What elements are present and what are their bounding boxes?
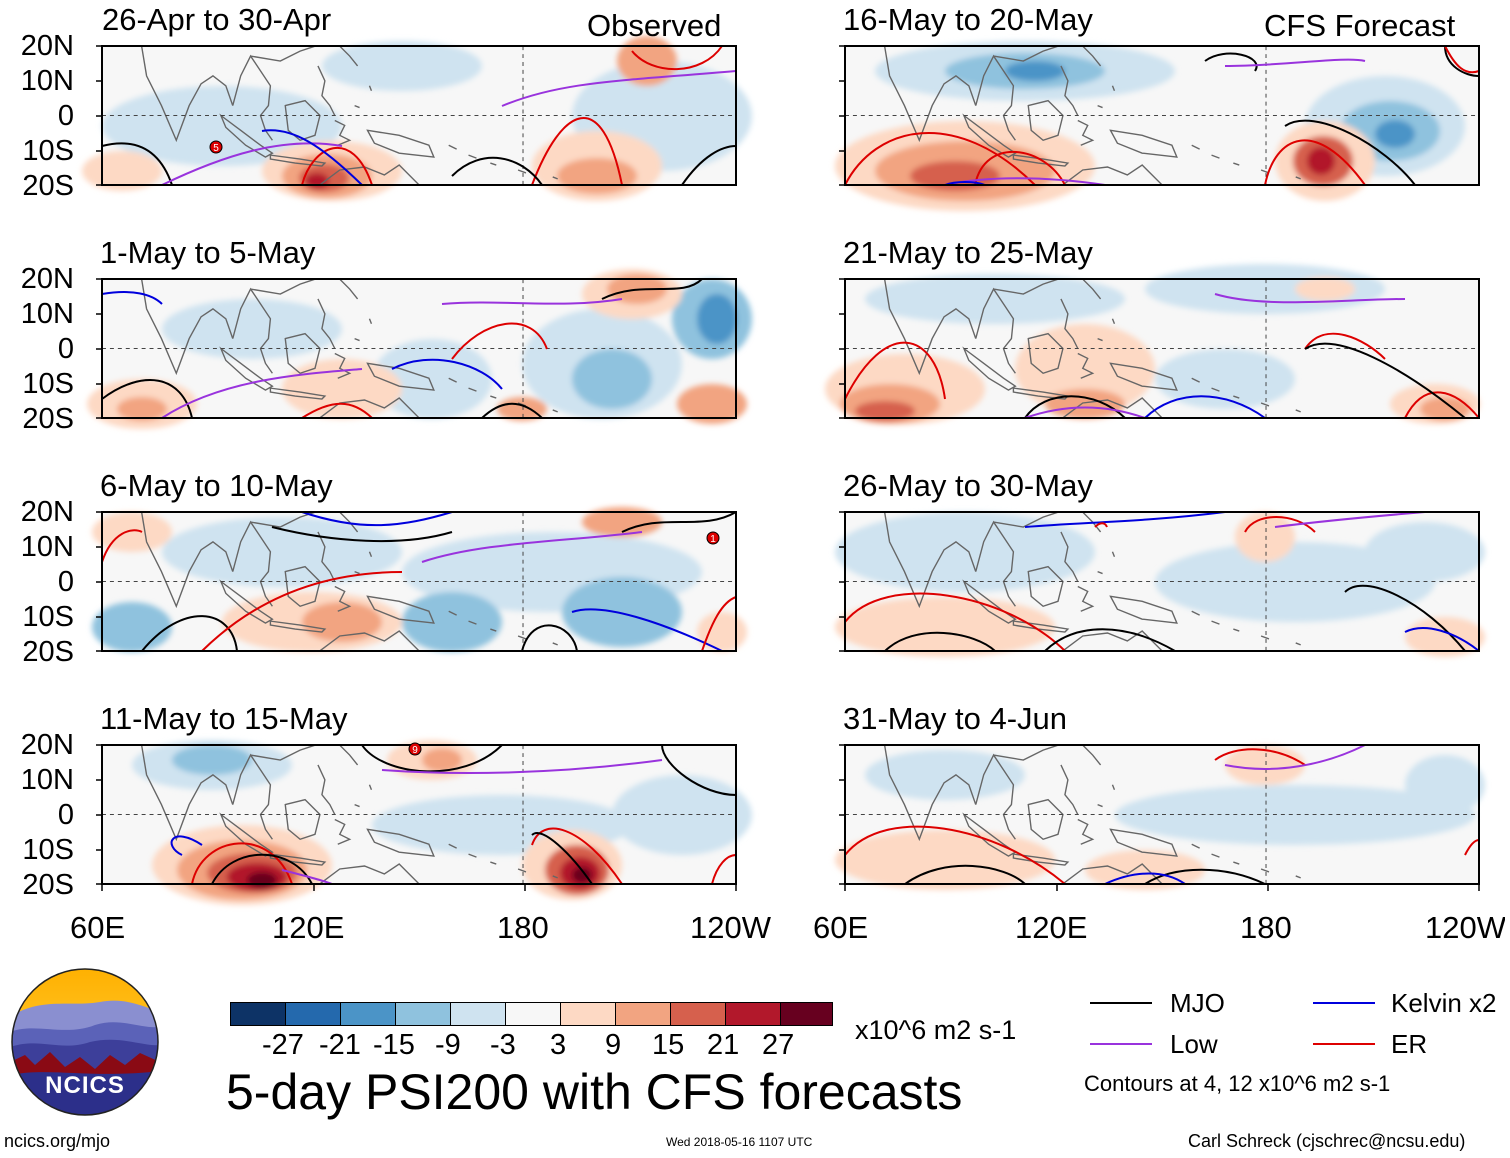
colorbar-tick-label: 21 (707, 1029, 740, 1061)
logo-text: NCICS (45, 1072, 125, 1099)
panel-observed-3 (92, 507, 747, 652)
colorbar-tick-label: -21 (319, 1029, 361, 1061)
panel-title-forecast-4: 31-May to 4-Jun (843, 701, 1067, 736)
colorbar-swatch-5 (450, 1002, 506, 1026)
lat-label: 20S (22, 869, 74, 901)
lon-label: 120E (1015, 910, 1088, 945)
colorbar-tick-label: -27 (262, 1029, 304, 1061)
svg-text:9: 9 (412, 745, 418, 756)
panel-title-forecast-2: 21-May to 25-May (843, 235, 1093, 270)
colorbar-tick-label: -3 (490, 1029, 516, 1061)
colorbar-tick-label: 9 (605, 1029, 622, 1061)
footer-timestamp: Wed 2018-05-16 1107 UTC (666, 1135, 813, 1149)
ncics-logo: NCICS (11, 968, 159, 1116)
lon-label: 120E (272, 910, 345, 945)
lat-label: 0 (57, 566, 74, 598)
lat-label: 10S (22, 834, 74, 866)
svg-text:5: 5 (213, 143, 219, 154)
colorbar-swatch-11 (780, 1002, 833, 1026)
lat-label: 20S (22, 403, 74, 435)
panel-title-observed-4: 11-May to 15-May (100, 701, 348, 736)
panel-observed-1 (82, 36, 752, 201)
lon-label: 180 (497, 910, 549, 945)
colorbar-tick-label: -15 (373, 1029, 415, 1061)
lat-label: 20N (20, 263, 74, 295)
lat-label: 10N (20, 65, 74, 97)
forecast-label: CFS Forecast (1264, 8, 1456, 43)
lat-label: 10N (20, 764, 74, 796)
lat-label: 20N (20, 496, 74, 528)
colorbar-swatch-6 (505, 1002, 561, 1026)
lon-label: 60E (70, 910, 126, 945)
panel-title-forecast-1: 16-May to 20-May (843, 2, 1093, 37)
lat-label: 20N (20, 729, 74, 761)
cyclone-marker-1: 5 (209, 140, 223, 154)
lon-label: 120W (690, 910, 771, 945)
contour-note: Contours at 4, 12 x10^6 m2 s-1 (1084, 1071, 1391, 1096)
colorbar-tick-label: 15 (652, 1029, 685, 1061)
colorbar-swatch-8 (615, 1002, 671, 1026)
colorbar-units: x10^6 m2 s-1 (855, 1015, 1017, 1045)
lon-label: 60E (813, 910, 869, 945)
legend-label-mjo: MJO (1170, 988, 1225, 1018)
colorbar-swatch-4 (395, 1002, 451, 1026)
footer-url: ncics.org/mjo (4, 1131, 111, 1151)
lat-label: 10N (20, 298, 74, 330)
panel-observed-4 (101, 740, 752, 905)
legend-line-low (1090, 1043, 1152, 1045)
legend-line-kelvin (1313, 1002, 1375, 1004)
panel-title-observed-1: 26-Apr to 30-Apr (102, 2, 332, 37)
figure-title: 5-day PSI200 with CFS forecasts (226, 1064, 963, 1120)
colorbar-tick-label: -9 (435, 1029, 461, 1061)
lat-label: 0 (57, 100, 74, 132)
legend-label-er: ER (1391, 1029, 1428, 1059)
lat-label: 20S (22, 636, 74, 668)
colorbar-swatch-10 (725, 1002, 781, 1026)
colorbar-tick-label: 27 (762, 1029, 795, 1061)
legend-line-mjo (1090, 1002, 1152, 1004)
cyclone-marker-3: 9 (408, 742, 422, 756)
panel-forecast-3 (835, 511, 1485, 657)
lat-label: 20S (22, 170, 74, 202)
observed-label: Observed (587, 8, 722, 43)
legend-label-low: Low (1170, 1029, 1218, 1059)
lon-label: 180 (1240, 910, 1292, 945)
lat-label: 10S (22, 368, 74, 400)
panel-title-observed-2: 1-May to 5-May (100, 235, 316, 270)
lat-label: 0 (57, 799, 74, 831)
axis-ticks (96, 45, 1480, 891)
lat-label: 0 (57, 333, 74, 365)
panel-title-observed-3: 6-May to 10-May (100, 468, 333, 503)
panel-title-forecast-3: 26-May to 30-May (843, 468, 1093, 503)
panel-observed-2 (87, 269, 752, 429)
legend-line-er (1313, 1043, 1375, 1045)
panel-forecast-1 (835, 41, 1480, 211)
colorbar-swatch-2 (285, 1002, 341, 1026)
footer-credit: Carl Schreck (cjschrec@ncsu.edu) (1188, 1131, 1466, 1151)
colorbar-swatch-9 (670, 1002, 726, 1026)
legend-label-kelvin: Kelvin x2 (1391, 988, 1497, 1018)
lat-label: 20N (20, 30, 74, 62)
lat-label: 10S (22, 135, 74, 167)
lat-label: 10S (22, 601, 74, 633)
colorbar-swatch-1 (230, 1002, 286, 1026)
colorbar-swatch-7 (560, 1002, 616, 1026)
cyclone-marker-2: 1 (706, 531, 720, 545)
lat-label: 10N (20, 531, 74, 563)
panel-forecast-4 (835, 744, 1485, 890)
colorbar-tick-label: 3 (550, 1029, 567, 1061)
svg-text:1: 1 (710, 534, 716, 545)
panel-forecast-2 (825, 264, 1480, 424)
colorbar-swatch-3 (340, 1002, 396, 1026)
lon-label: 120W (1425, 912, 1505, 943)
